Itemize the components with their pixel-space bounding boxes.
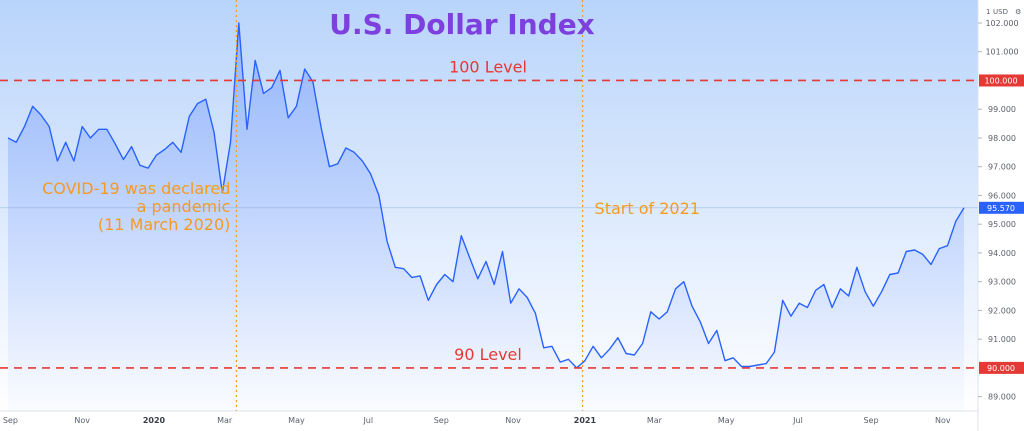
x-tick-label: Mar <box>647 416 663 425</box>
y-tick-label: 101.000 <box>985 48 1018 57</box>
series-area-fill <box>8 23 964 411</box>
label-level-100: 100 Level <box>449 57 527 76</box>
label-covid-line-3: (11 March 2020) <box>98 215 231 234</box>
x-tick-label: 2021 <box>574 416 597 425</box>
y-tick-label: 99.000 <box>988 105 1016 114</box>
x-tick-label: May <box>288 416 305 425</box>
y-tick-label: 91.000 <box>988 335 1016 344</box>
y-tick-label: 98.000 <box>988 134 1016 143</box>
label-start-2021: Start of 2021 <box>595 199 700 218</box>
chart-title: U.S. Dollar Index <box>329 8 595 41</box>
price-axis: 95.570 89.000 91.000 92.000 93.000 94.000 95.0… <box>978 19 1024 402</box>
annotation-layer: 100 Level 90 Level COVID-19 was declareda … <box>0 0 978 411</box>
currency-code: USD <box>993 8 1008 16</box>
axis-label-level-90: 90.000 <box>987 364 1015 373</box>
time-axis-panel <box>0 411 978 431</box>
axis-badge-level-100 <box>979 74 1024 87</box>
x-tick-label: Sep <box>434 416 449 425</box>
x-tick-label: Nov <box>74 416 90 425</box>
x-tick-label: Sep <box>863 416 878 425</box>
label-level-90: 90 Level <box>454 345 522 364</box>
last-price-badge <box>979 201 1024 214</box>
settings-gear-icon[interactable]: ⚙ <box>1015 8 1021 16</box>
x-tick-label: Mar <box>217 416 233 425</box>
y-tick-label: 96.000 <box>988 191 1016 200</box>
axis-badge-level-90 <box>979 361 1024 374</box>
x-tick-label: 2020 <box>143 416 166 425</box>
x-tick-label: Sep <box>3 416 18 425</box>
x-tick-label: Nov <box>505 416 521 425</box>
y-tick-label: 97.000 <box>988 163 1016 172</box>
label-covid-line-1: COVID-19 was declared <box>42 179 230 198</box>
y-tick-label: 92.000 <box>988 306 1016 315</box>
series-line <box>7 22 965 369</box>
last-price-label: 95.570 <box>987 204 1015 213</box>
y-tick-label: 102.000 <box>985 19 1018 28</box>
x-tick-label: May <box>718 416 735 425</box>
y-tick-label: 94.000 <box>988 249 1016 258</box>
y-tick-label: 89.000 <box>988 393 1016 402</box>
currency-prefix: 1 <box>986 8 990 16</box>
price-axis-panel <box>978 0 1024 431</box>
x-tick-label: Nov <box>935 416 951 425</box>
y-tick-label: 93.000 <box>988 278 1016 287</box>
currency-label: 1 USD ⚙ <box>986 8 1021 16</box>
x-tick-label: Jul <box>792 416 803 425</box>
x-tick-label: Jul <box>362 416 373 425</box>
label-covid-line-2: a pandemic <box>137 197 231 216</box>
axis-label-level-100: 100.000 <box>984 76 1017 85</box>
y-tick-label: 95.000 <box>988 220 1016 229</box>
area-layer <box>8 23 964 411</box>
time-axis: Sep Nov 2020 Mar May Jul Sep Nov 2021 Mar May Jul Se… <box>3 416 951 425</box>
line-layer <box>7 22 965 369</box>
